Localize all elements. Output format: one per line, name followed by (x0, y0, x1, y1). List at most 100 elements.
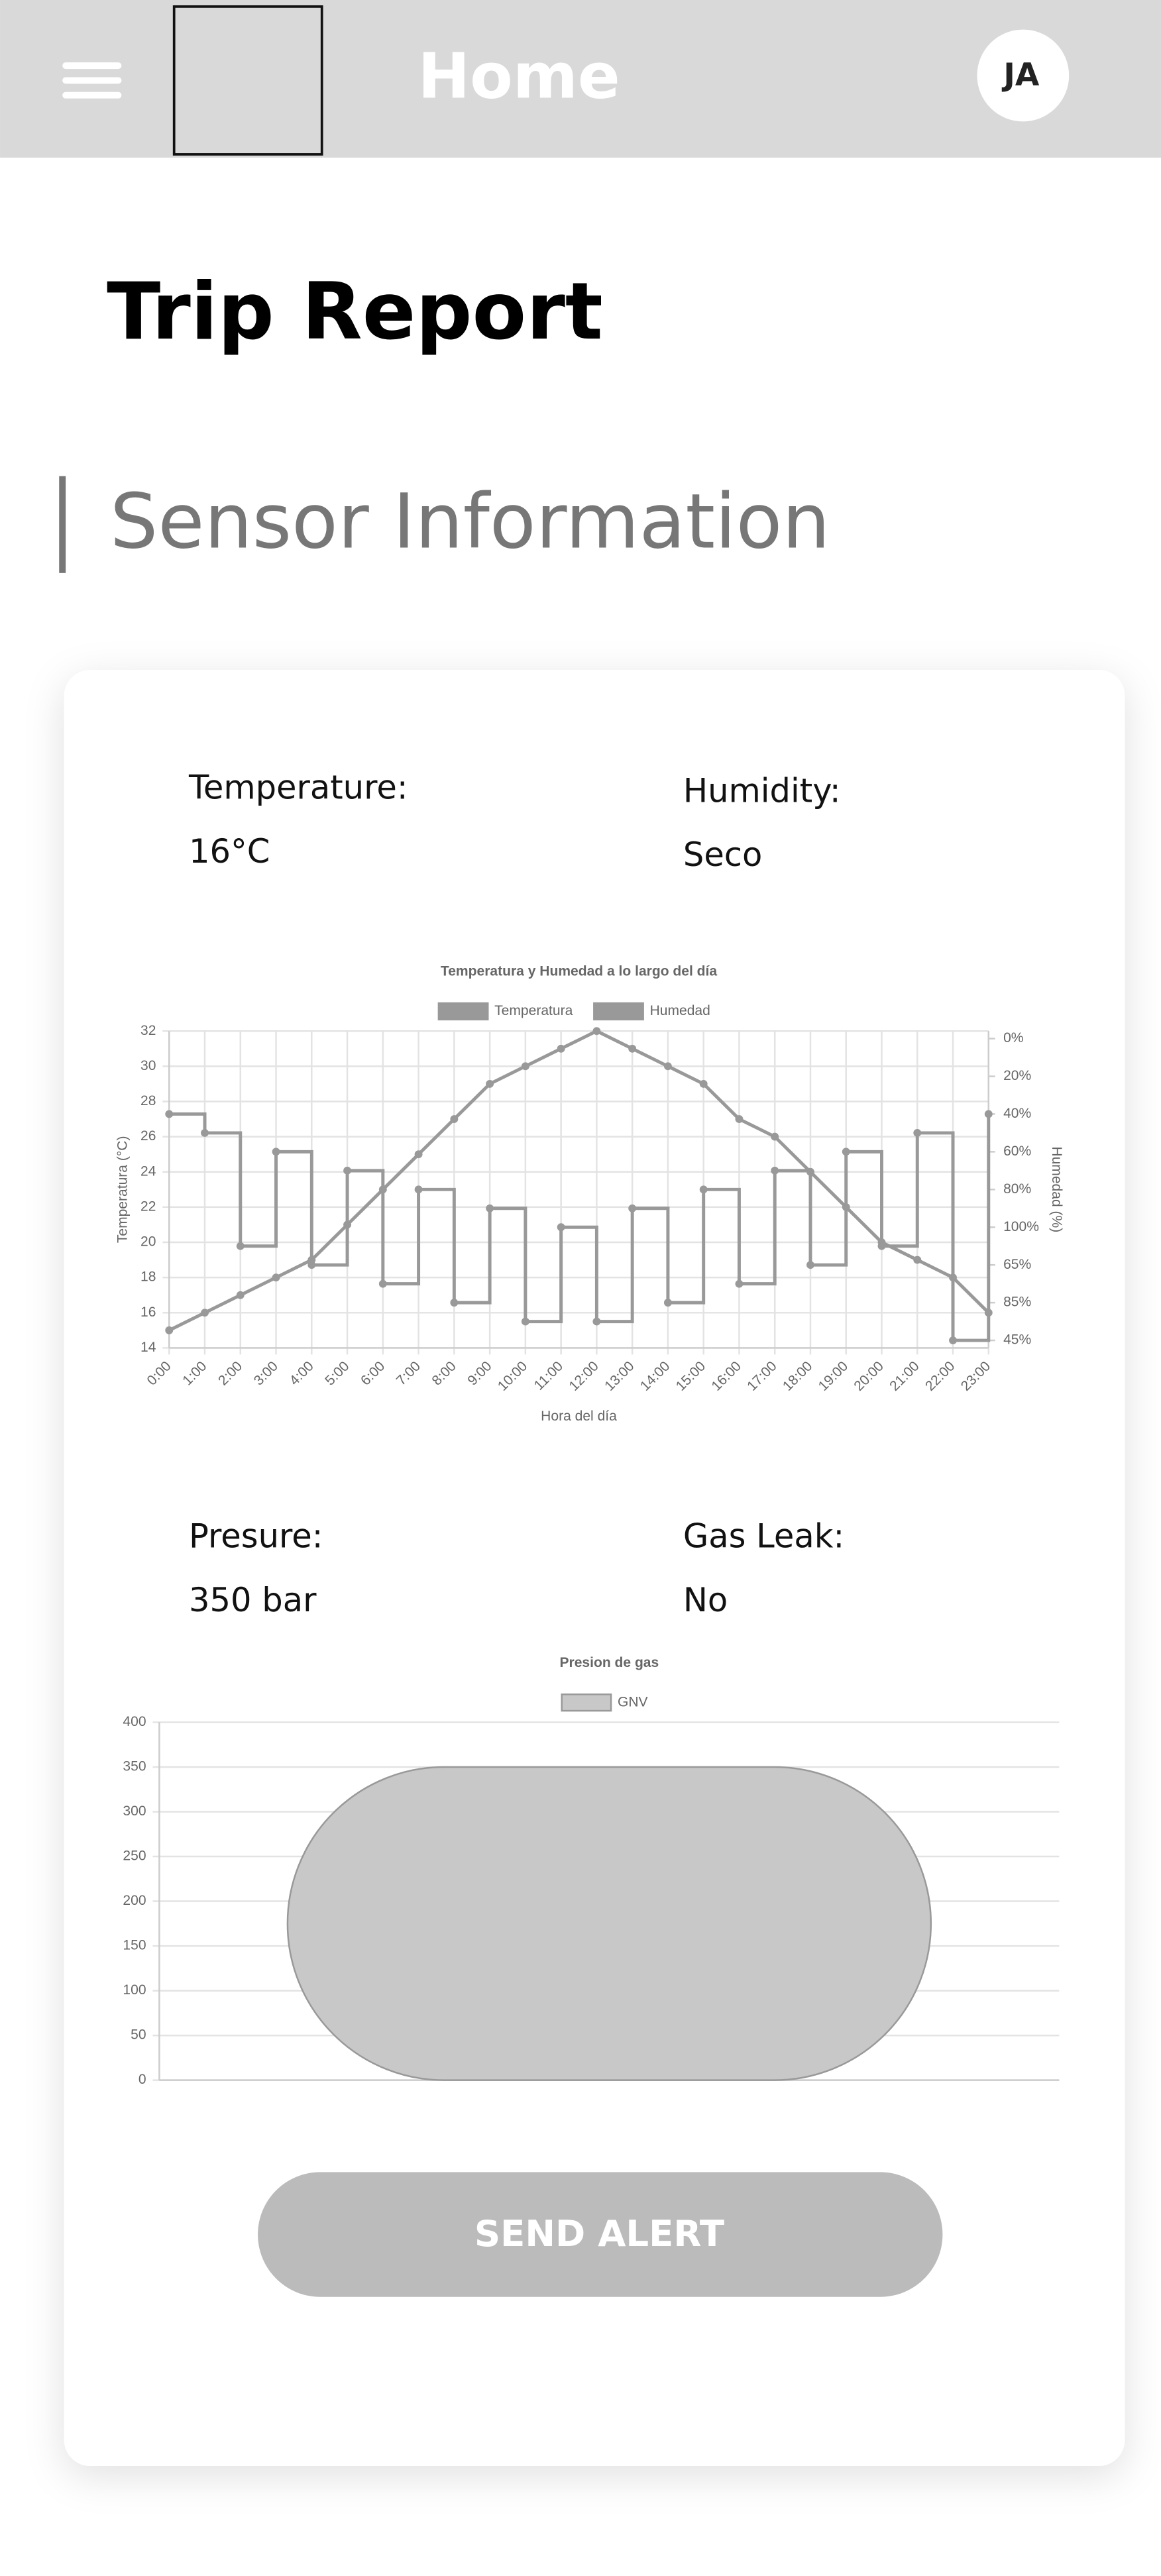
y-tick-label: 250 (123, 1849, 146, 1864)
data-point (663, 1062, 672, 1071)
data-point (414, 1150, 423, 1159)
y-tick-label: 350 (123, 1759, 146, 1774)
y-tick-label: 200 (123, 1893, 146, 1908)
data-point (877, 1242, 886, 1250)
data-point (521, 1317, 529, 1326)
y2-tick-label: 80% (1003, 1181, 1031, 1197)
field-value: 16°C (189, 832, 270, 871)
data-point (450, 1115, 459, 1123)
data-point (236, 1242, 245, 1250)
data-point (771, 1132, 779, 1141)
data-point (450, 1299, 459, 1307)
data-point (165, 1326, 174, 1334)
legend-swatch (593, 1002, 644, 1021)
data-point (201, 1309, 209, 1317)
data-point (628, 1044, 637, 1053)
data-point (806, 1261, 814, 1269)
y-tick-label: 14 (140, 1340, 156, 1355)
data-point (771, 1166, 779, 1175)
legend-swatch (437, 1002, 489, 1021)
y2-tick-label: 65% (1003, 1257, 1031, 1272)
data-point (735, 1115, 744, 1123)
legend-swatch (561, 1693, 612, 1712)
legend-label: Humedad (650, 1003, 710, 1018)
data-point (913, 1128, 922, 1137)
legend-label: GNV (618, 1694, 648, 1709)
y-tick-label: 400 (123, 1714, 146, 1729)
charts: Temperatura y Humedad a lo largo del día… (115, 964, 1064, 2088)
series-line (169, 1112, 991, 1342)
section-title: Sensor Information (110, 478, 830, 566)
y-tick-label: 50 (131, 2027, 146, 2043)
field-label: Temperature: (188, 768, 408, 806)
section-marker (59, 476, 66, 573)
legend-label: Temperatura (494, 1003, 573, 1018)
data-point (592, 1317, 601, 1326)
data-point (557, 1223, 565, 1232)
chart-title: Temperatura y Humedad a lo largo del día (441, 964, 717, 979)
y-tick-label: 20 (140, 1234, 156, 1250)
y-tick-label: 0 (138, 2072, 146, 2087)
data-point (272, 1148, 280, 1156)
y-tick-label: 32 (140, 1023, 156, 1038)
y-tick-label: 100 (123, 1982, 146, 1998)
data-point (378, 1279, 387, 1288)
data-point (949, 1336, 957, 1345)
data-point (272, 1273, 280, 1282)
data-point (165, 1110, 174, 1118)
data-point (628, 1204, 637, 1212)
menu-line (62, 77, 122, 84)
page-title: Trip Report (107, 266, 603, 358)
y-tick-label: 24 (140, 1163, 156, 1179)
data-point (663, 1299, 672, 1307)
field-value: Seco (683, 835, 763, 874)
data-point (913, 1256, 922, 1264)
y-tick-label: 300 (123, 1803, 146, 1819)
data-point (486, 1079, 494, 1088)
chart-title: Presion de gas (559, 1655, 659, 1670)
y2-tick-label: 40% (1003, 1106, 1031, 1121)
y2-tick-label: 20% (1003, 1068, 1031, 1083)
bar (286, 1766, 932, 2081)
send-alert-button[interactable]: SEND ALERT (258, 2172, 943, 2297)
series-line (168, 1029, 990, 1332)
button-label: SEND ALERT (474, 2212, 724, 2255)
menu-button[interactable] (62, 62, 122, 99)
avatar-circle (977, 29, 1070, 122)
field-label: Gas Leak: (683, 1517, 844, 1555)
data-point (699, 1185, 708, 1194)
y2-tick-label: 60% (1003, 1144, 1031, 1159)
data-point (557, 1044, 565, 1053)
field-value: 350 bar (189, 1581, 317, 1619)
menu-line (62, 91, 122, 99)
avatar[interactable]: JA (977, 29, 1070, 122)
data-point (842, 1148, 850, 1156)
data-point (201, 1128, 209, 1137)
logo-box (172, 5, 323, 156)
field-value: No (683, 1581, 728, 1619)
data-point (414, 1185, 423, 1194)
data-point (699, 1079, 708, 1088)
y2-tick-label: 0% (1003, 1030, 1023, 1046)
y2-tick-label: 85% (1003, 1295, 1031, 1310)
y-tick-label: 28 (140, 1093, 156, 1108)
header-bar (0, 0, 1161, 158)
y-tick-label: 26 (140, 1128, 156, 1144)
field-label: Presure: (189, 1517, 323, 1555)
field-label: Humidity: (683, 771, 841, 810)
y2-tick-label: 45% (1003, 1332, 1031, 1348)
y-tick-label: 16 (140, 1305, 156, 1320)
button-bg (258, 2172, 943, 2297)
data-point (486, 1204, 494, 1212)
y-tick-label: 18 (140, 1269, 156, 1285)
data-point (735, 1279, 744, 1288)
data-point (984, 1110, 993, 1118)
x-axis-title: Hora del día (541, 1409, 617, 1424)
y2-axis-title: Humedad (%) (1049, 1146, 1064, 1232)
data-point (236, 1291, 245, 1299)
data-point (343, 1166, 352, 1175)
y-tick-label: 150 (123, 1938, 146, 1953)
data-point (307, 1261, 316, 1269)
